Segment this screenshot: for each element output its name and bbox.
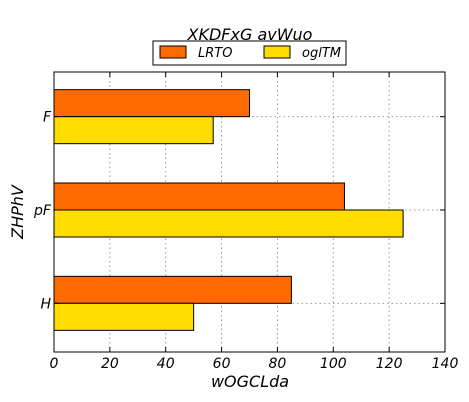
bar-lrto-pf [54, 183, 344, 210]
legend-swatch-lrto [160, 46, 186, 58]
x-tick-label: 20 [101, 356, 119, 372]
legend: LRTO oglTM [153, 41, 346, 65]
x-tick-label: 140 [432, 356, 459, 372]
legend-label-ogltm: oglTM [302, 46, 341, 61]
y-tick-label: pF [33, 203, 52, 219]
bar-ogltm-pf [54, 210, 403, 237]
legend-swatch-ogltm [264, 46, 290, 58]
x-tick-label: 120 [376, 356, 403, 372]
x-axis-label: wOGCLda [211, 372, 289, 391]
x-tick-label: 100 [320, 356, 347, 372]
y-axis-label: ZHPhV [8, 184, 27, 240]
bar-ogltm-h [54, 303, 194, 330]
x-tick-label: 40 [157, 356, 175, 372]
legend-label-lrto: LRTO [198, 46, 232, 61]
x-tick-label: 0 [50, 356, 59, 372]
bar-ogltm-f [54, 117, 213, 144]
bar-lrto-h [54, 276, 291, 303]
x-tick-label: 80 [269, 356, 287, 372]
y-tick-label: F [43, 110, 52, 126]
x-tick-label: 60 [213, 356, 231, 372]
bar-lrto-f [54, 90, 250, 117]
y-tick-label: H [40, 296, 51, 312]
